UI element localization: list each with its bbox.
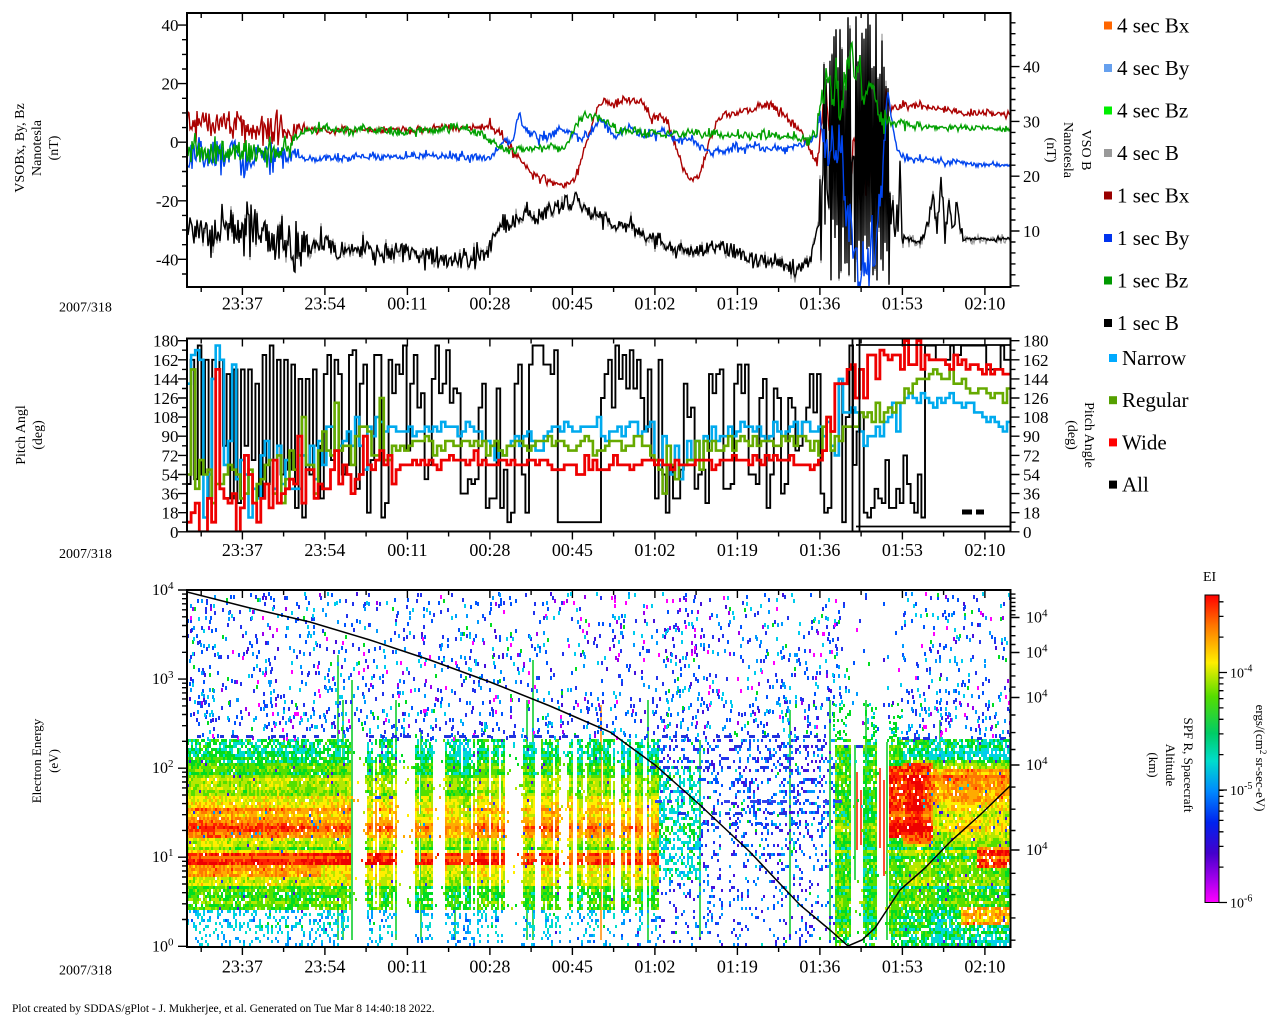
svg-text:72: 72 (162, 446, 179, 465)
svg-text:(nT): (nT) (47, 135, 62, 160)
svg-text:0: 0 (170, 133, 179, 152)
svg-text:4 sec By: 4 sec By (1117, 56, 1190, 80)
svg-text:90: 90 (1023, 427, 1040, 446)
svg-text:Wide: Wide (1122, 430, 1167, 454)
svg-text:VSOBx, By, Bz: VSOBx, By, Bz (13, 103, 28, 192)
svg-text:00:11: 00:11 (387, 957, 427, 977)
svg-text:00:45: 00:45 (552, 294, 593, 314)
svg-text:144: 144 (153, 370, 179, 389)
svg-text:18: 18 (1023, 504, 1040, 523)
svg-text:Nanotesla: Nanotesla (30, 119, 45, 176)
svg-text:Nanotesla: Nanotesla (1060, 122, 1075, 179)
svg-text:01:36: 01:36 (799, 540, 840, 560)
svg-text:1 sec By: 1 sec By (1117, 226, 1190, 250)
svg-text:20: 20 (1023, 167, 1040, 186)
svg-text:01:02: 01:02 (634, 957, 675, 977)
svg-text:00:45: 00:45 (552, 540, 593, 560)
svg-text:40: 40 (1023, 58, 1040, 77)
svg-text:23:37: 23:37 (222, 957, 263, 977)
svg-text:(nT): (nT) (1043, 138, 1058, 163)
svg-text:01:02: 01:02 (634, 540, 675, 560)
svg-text:00:28: 00:28 (469, 540, 510, 560)
svg-text:36: 36 (1023, 485, 1040, 504)
svg-text:4 sec Bx: 4 sec Bx (1117, 14, 1190, 38)
svg-text:54: 54 (1023, 466, 1041, 485)
svg-text:00:45: 00:45 (552, 957, 593, 977)
svg-text:(km): (km) (1146, 752, 1161, 777)
svg-text:4 sec Bz: 4 sec Bz (1117, 99, 1188, 123)
svg-text:2007/318: 2007/318 (59, 301, 112, 316)
svg-text:144: 144 (1023, 370, 1049, 389)
svg-text:ergs/(cm2 sr-sec-eV): ergs/(cm2 sr-sec-eV) (1253, 705, 1268, 812)
svg-text:00:11: 00:11 (387, 294, 427, 314)
svg-text:-40: -40 (156, 250, 179, 269)
svg-text:(eV): (eV) (46, 749, 61, 773)
svg-text:01:19: 01:19 (717, 540, 758, 560)
svg-text:23:37: 23:37 (222, 540, 263, 560)
svg-text:01:02: 01:02 (634, 294, 675, 314)
svg-text:90: 90 (162, 427, 179, 446)
svg-text:-20: -20 (156, 192, 179, 211)
svg-text:(deg): (deg) (31, 420, 46, 450)
svg-text:10: 10 (1023, 222, 1040, 241)
svg-text:01:19: 01:19 (717, 957, 758, 977)
svg-text:Plot created by SDDAS/gPlot -: Plot created by SDDAS/gPlot - J. Mukherj… (12, 1003, 435, 1015)
svg-text:126: 126 (1023, 389, 1049, 408)
svg-text:23:37: 23:37 (222, 294, 263, 314)
svg-text:54: 54 (162, 466, 180, 485)
svg-text:01:36: 01:36 (799, 957, 840, 977)
svg-text:4 sec B: 4 sec B (1117, 141, 1179, 165)
svg-text:72: 72 (1023, 446, 1040, 465)
svg-text:1 sec Bx: 1 sec Bx (1117, 184, 1190, 208)
svg-text:1 sec B: 1 sec B (1117, 311, 1179, 335)
svg-text:108: 108 (1023, 408, 1049, 427)
svg-text:Regular: Regular (1122, 388, 1188, 412)
svg-text:40: 40 (162, 16, 179, 35)
svg-text:Narrow: Narrow (1122, 346, 1187, 370)
svg-text:180: 180 (1023, 332, 1049, 351)
svg-text:23:54: 23:54 (304, 540, 345, 560)
svg-text:18: 18 (162, 504, 179, 523)
svg-text:01:53: 01:53 (882, 294, 923, 314)
svg-text:01:53: 01:53 (882, 957, 923, 977)
svg-text:0: 0 (1023, 523, 1032, 542)
svg-text:VSO B: VSO B (1078, 130, 1093, 171)
svg-text:EI: EI (1203, 570, 1217, 585)
svg-text:23:54: 23:54 (304, 294, 345, 314)
svg-text:All: All (1122, 473, 1149, 497)
svg-text:SPF R, Spacecraft: SPF R, Spacecraft (1181, 718, 1196, 813)
svg-text:1 sec Bz: 1 sec Bz (1117, 269, 1188, 293)
svg-text:36: 36 (162, 485, 179, 504)
svg-text:126: 126 (153, 389, 179, 408)
svg-text:01:19: 01:19 (717, 294, 758, 314)
svg-text:30: 30 (1023, 112, 1040, 131)
svg-text:Electron Energy: Electron Energy (29, 718, 44, 803)
svg-text:Pitch Angl: Pitch Angl (14, 405, 29, 465)
svg-text:01:53: 01:53 (882, 540, 923, 560)
svg-text:Pitch Angle: Pitch Angle (1081, 402, 1096, 468)
svg-text:20: 20 (162, 75, 179, 94)
svg-text:180: 180 (153, 332, 179, 351)
svg-text:02:10: 02:10 (964, 957, 1005, 977)
svg-text:162: 162 (153, 351, 179, 370)
svg-text:00:11: 00:11 (387, 540, 427, 560)
svg-text:23:54: 23:54 (304, 957, 345, 977)
svg-text:00:28: 00:28 (469, 294, 510, 314)
svg-text:0: 0 (170, 523, 179, 542)
svg-text:01:36: 01:36 (799, 294, 840, 314)
svg-text:00:28: 00:28 (469, 957, 510, 977)
svg-text:108: 108 (153, 408, 179, 427)
svg-text:02:10: 02:10 (964, 294, 1005, 314)
svg-text:02:10: 02:10 (964, 540, 1005, 560)
svg-text:162: 162 (1023, 351, 1049, 370)
svg-text:Altitude: Altitude (1163, 744, 1178, 787)
svg-text:2007/318: 2007/318 (59, 964, 112, 979)
svg-text:2007/318: 2007/318 (59, 547, 112, 562)
svg-text:(deg): (deg) (1064, 420, 1079, 450)
